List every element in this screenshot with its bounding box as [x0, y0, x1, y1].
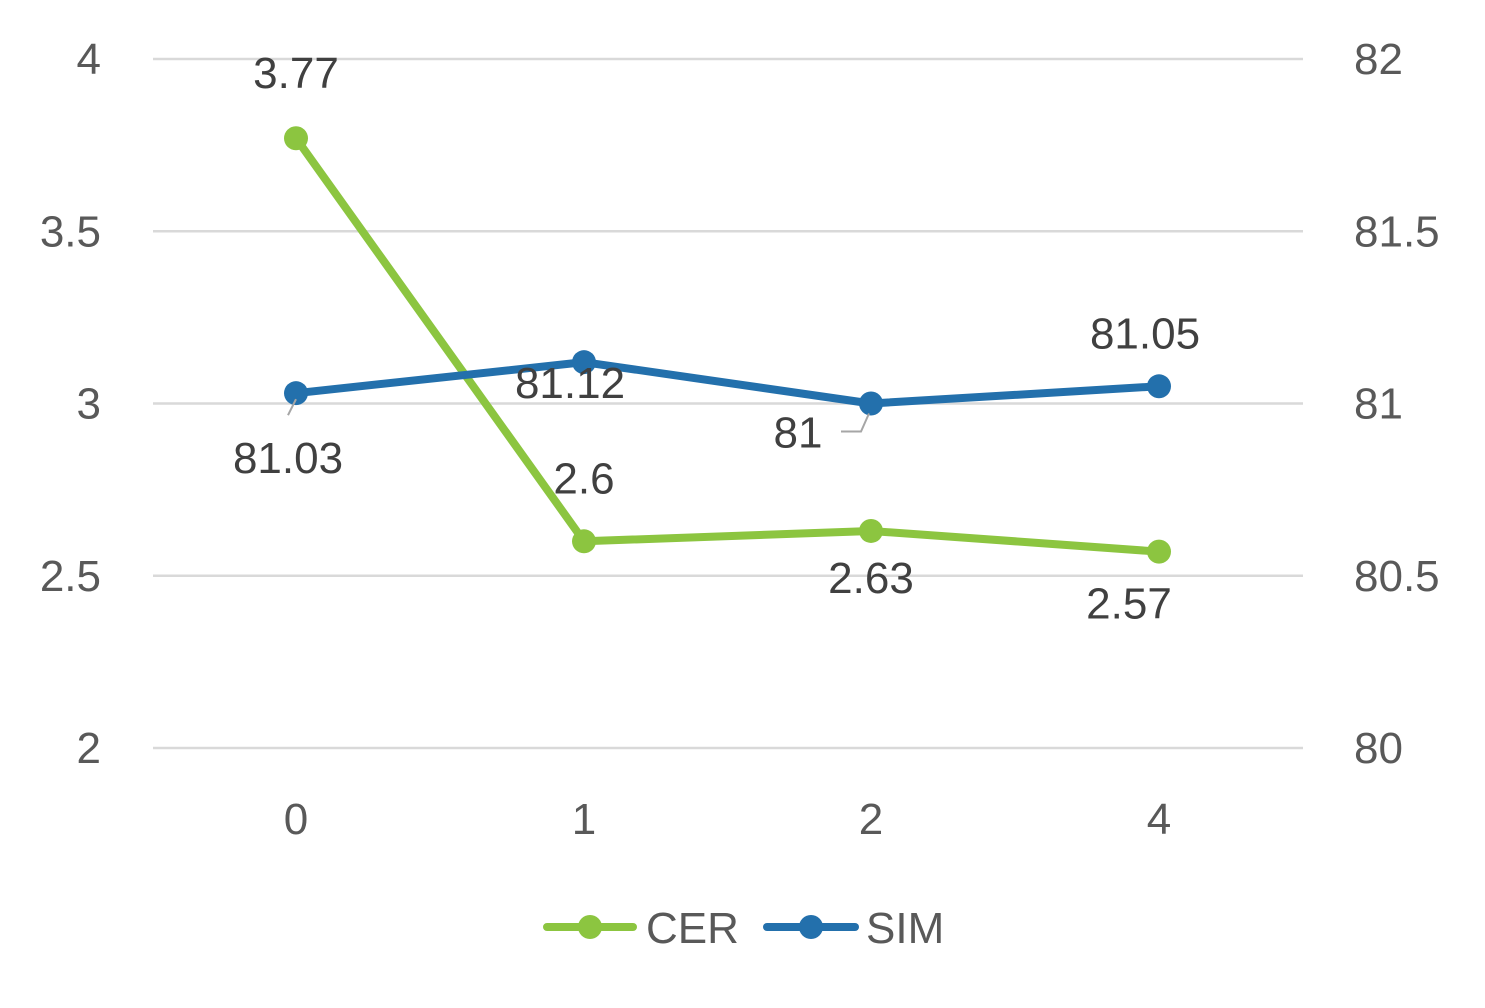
y-right-tick-label: 82	[1354, 35, 1403, 84]
legend-swatch-marker-sim	[799, 915, 823, 939]
x-tick-label: 2	[859, 795, 883, 844]
data-label-cer: 2.57	[1086, 580, 1172, 629]
series-line-sim	[292, 358, 1163, 408]
y-right-tick-label: 80.5	[1354, 552, 1440, 601]
data-label-sim: 81	[774, 409, 823, 458]
data-point-cer	[572, 529, 596, 554]
data-point-cer	[284, 126, 308, 151]
legend-label-cer: CER	[646, 904, 739, 953]
y-right-tick-label: 81	[1354, 380, 1403, 429]
y-left-tick-label: 3	[77, 380, 101, 429]
y-left-tick-label: 4	[77, 35, 101, 84]
legend-label-sim: SIM	[866, 904, 944, 953]
x-tick-label: 0	[284, 795, 308, 844]
data-label-sim: 81.03	[233, 434, 343, 483]
data-point-cer	[1147, 539, 1171, 564]
data-point-sim	[859, 391, 883, 416]
data-point-sim	[1147, 374, 1171, 399]
leader-line	[287, 398, 297, 416]
y-left-tick-label: 2	[77, 724, 101, 773]
leader-line	[841, 413, 870, 433]
y-left-tick-label: 2.5	[40, 552, 101, 601]
x-tick-label: 4	[1147, 795, 1171, 844]
data-label-cer: 2.6	[553, 454, 614, 503]
data-point-sim	[572, 350, 596, 375]
data-point-cer	[859, 518, 883, 543]
data-label-cer: 2.63	[828, 554, 914, 603]
y-left-tick-label: 3.5	[40, 207, 101, 256]
series-line-cer	[292, 134, 1163, 556]
y-right-tick-label: 80	[1354, 724, 1403, 773]
y-right-tick-label: 81.5	[1354, 207, 1440, 256]
data-point-sim	[284, 381, 308, 406]
data-label-cer: 3.77	[253, 49, 339, 98]
data-label-sim: 81.12	[515, 359, 625, 408]
x-tick-label: 1	[572, 795, 596, 844]
data-label-sim: 81.05	[1090, 309, 1200, 358]
legend-swatch-marker-cer	[578, 915, 602, 939]
